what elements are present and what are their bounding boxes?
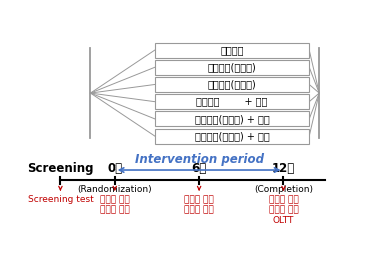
Text: 0주: 0주 xyxy=(107,162,122,175)
Text: 시험식품(저용량) + 운동: 시험식품(저용량) + 운동 xyxy=(194,114,269,124)
Text: 기능성 평가
안전성 평가: 기능성 평가 안전성 평가 xyxy=(184,195,214,214)
Text: 대조식품: 대조식품 xyxy=(220,45,244,55)
FancyBboxPatch shape xyxy=(155,43,309,58)
Text: 12주: 12주 xyxy=(272,162,295,175)
Text: (Completion): (Completion) xyxy=(254,185,313,194)
Text: (Randomization): (Randomization) xyxy=(77,185,152,194)
Text: 6주: 6주 xyxy=(192,162,207,175)
FancyBboxPatch shape xyxy=(155,111,309,126)
FancyBboxPatch shape xyxy=(155,94,309,109)
Text: Screening test: Screening test xyxy=(28,195,93,204)
FancyBboxPatch shape xyxy=(155,60,309,75)
FancyBboxPatch shape xyxy=(155,77,309,92)
Text: 대조식품        + 운동: 대조식품 + 운동 xyxy=(196,97,268,107)
Text: 시험식품(저용량): 시험식품(저용량) xyxy=(208,62,256,72)
FancyBboxPatch shape xyxy=(155,129,309,143)
Text: 기능성 평가
안전성 평가: 기능성 평가 안전성 평가 xyxy=(100,195,130,214)
Text: 시험식품(고용량): 시험식품(고용량) xyxy=(208,79,256,90)
Text: 기능성 평가
안전성 평가
OLTT: 기능성 평가 안전성 평가 OLTT xyxy=(269,195,299,225)
Text: Intervention period: Intervention period xyxy=(135,153,263,166)
Text: Screening: Screening xyxy=(27,162,94,175)
Text: 시험식품(고용량) + 운동: 시험식품(고용량) + 운동 xyxy=(194,131,269,141)
